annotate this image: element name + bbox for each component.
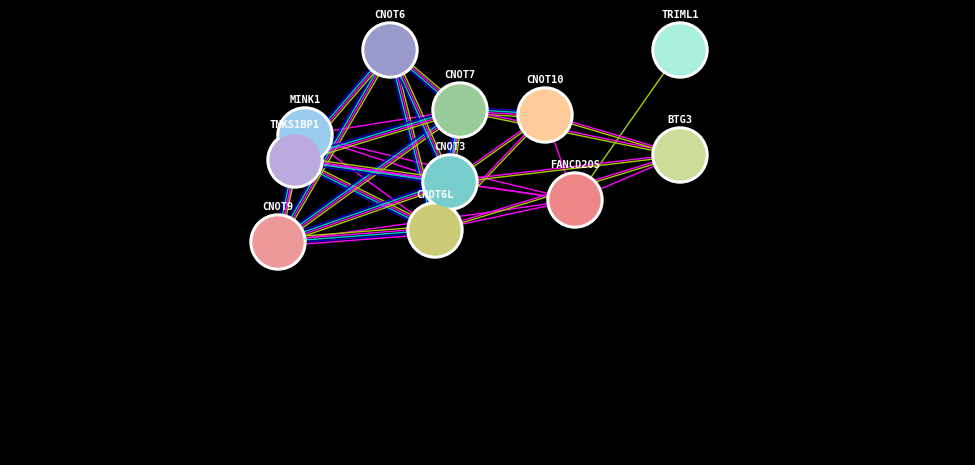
Circle shape xyxy=(410,205,460,255)
Text: TNKS1BP1: TNKS1BP1 xyxy=(270,120,320,130)
Circle shape xyxy=(365,25,415,75)
Text: CNOT6: CNOT6 xyxy=(374,10,406,20)
Text: CNOT10: CNOT10 xyxy=(526,75,564,85)
Text: BTG3: BTG3 xyxy=(668,115,692,125)
Circle shape xyxy=(652,127,708,183)
Text: CNOT9: CNOT9 xyxy=(262,202,293,212)
Circle shape xyxy=(520,90,570,140)
Circle shape xyxy=(422,154,478,210)
Circle shape xyxy=(550,175,600,225)
Circle shape xyxy=(407,202,463,258)
Circle shape xyxy=(435,85,485,135)
Circle shape xyxy=(362,22,418,78)
Circle shape xyxy=(250,214,306,270)
Text: TRIML1: TRIML1 xyxy=(661,10,699,20)
Text: CNOT3: CNOT3 xyxy=(435,142,466,152)
Circle shape xyxy=(655,130,705,180)
Circle shape xyxy=(655,25,705,75)
Circle shape xyxy=(547,172,603,228)
Text: CNOT6L: CNOT6L xyxy=(416,190,453,200)
Text: FANCD2OS: FANCD2OS xyxy=(550,160,600,170)
Circle shape xyxy=(517,87,573,143)
Circle shape xyxy=(652,22,708,78)
Circle shape xyxy=(280,110,330,160)
Text: CNOT7: CNOT7 xyxy=(445,70,476,80)
Circle shape xyxy=(270,135,320,185)
Circle shape xyxy=(267,132,323,188)
Circle shape xyxy=(253,217,303,267)
Circle shape xyxy=(432,82,488,138)
Circle shape xyxy=(277,107,333,163)
Circle shape xyxy=(425,157,475,207)
Text: MINK1: MINK1 xyxy=(290,95,321,105)
